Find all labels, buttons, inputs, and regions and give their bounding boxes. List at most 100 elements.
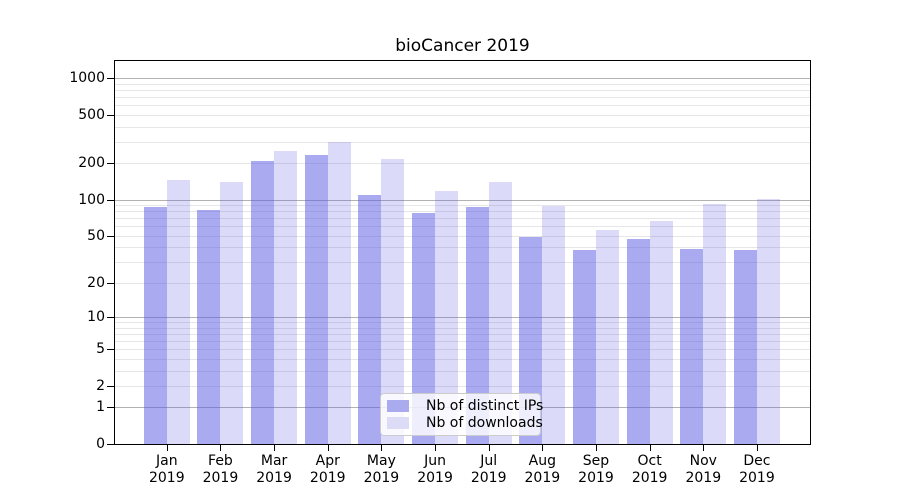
gridline-minor <box>115 235 810 237</box>
gridline-minor <box>115 370 810 372</box>
x-tick-year: 2019 <box>256 470 292 486</box>
x-tick-month: Jul <box>480 453 498 469</box>
y-tick-label: 500 <box>78 106 105 123</box>
plot-area <box>114 60 811 445</box>
x-tick-label: Jun 2019 <box>403 453 467 487</box>
legend-item-downloads: Nb of downloads <box>387 415 543 431</box>
bar-downloads <box>327 141 351 444</box>
y-tick <box>107 199 114 201</box>
x-tick <box>649 445 651 451</box>
gridline-minor <box>115 83 810 85</box>
x-tick <box>596 445 597 451</box>
gridline-minor <box>115 333 810 335</box>
bar-downloads <box>166 180 190 444</box>
y-tick-label: 0 <box>96 436 105 452</box>
x-tick-year: 2019 <box>470 470 507 486</box>
y-tick <box>107 114 114 116</box>
x-tick-year: 2019 <box>148 470 185 486</box>
x-tick-month: Sep <box>582 453 610 469</box>
x-tick-year: 2019 <box>685 470 722 486</box>
gridline-minor <box>115 327 810 329</box>
bar-downloads <box>703 204 727 444</box>
x-tick <box>756 445 758 451</box>
x-tick <box>435 445 437 451</box>
y-tick <box>107 282 114 284</box>
bar-downloads <box>756 199 780 444</box>
bar-downloads <box>649 220 673 444</box>
bar-distinct-ips <box>519 236 543 444</box>
y-tick <box>107 349 114 351</box>
gridline-minor <box>115 282 810 284</box>
gridline-minor <box>115 340 810 342</box>
gridline-major <box>115 199 810 201</box>
x-tick-label: Nov 2019 <box>671 453 735 487</box>
y-tick-label: 1000 <box>69 70 105 87</box>
x-tick-month: May <box>366 453 396 469</box>
x-tick-year: 2019 <box>631 470 668 486</box>
gridline-minor <box>115 89 810 91</box>
bar-downloads <box>435 190 459 444</box>
x-tick-label: Apr 2019 <box>296 453 360 487</box>
x-tick-label: Sep 2019 <box>564 453 628 487</box>
bar-downloads <box>274 150 298 444</box>
gridline-minor <box>115 114 810 116</box>
legend: Nb of distinct IPs Nb of downloads <box>380 393 543 436</box>
legend-label-distinct-ips: Nb of distinct IPs <box>426 397 544 414</box>
x-tick-year: 2019 <box>578 470 614 486</box>
x-tick-year: 2019 <box>363 470 400 486</box>
x-tick <box>220 445 222 451</box>
bar-distinct-ips <box>573 249 596 444</box>
bar-downloads <box>542 205 566 444</box>
gridline-major <box>115 78 810 80</box>
gridline-minor <box>115 211 810 213</box>
gridline-minor <box>115 322 810 324</box>
y-tick-label: 200 <box>78 155 105 172</box>
bar-distinct-ips <box>626 238 650 444</box>
bar-distinct-ips <box>251 160 275 444</box>
x-tick-label: Mar 2019 <box>242 453 306 487</box>
gridline-minor <box>115 349 810 351</box>
x-tick-label: Jan 2019 <box>135 453 199 487</box>
x-tick-year: 2019 <box>417 470 453 486</box>
bar-distinct-ips <box>680 248 704 444</box>
y-tick <box>107 444 114 445</box>
bar-distinct-ips <box>733 249 757 444</box>
bar-distinct-ips <box>197 209 221 444</box>
y-tick-label: 20 <box>87 274 105 291</box>
legend-item-distinct-ips: Nb of distinct IPs <box>387 398 543 414</box>
x-tick <box>274 445 276 451</box>
y-tick-label: 10 <box>87 308 105 325</box>
gridline-major <box>115 316 810 318</box>
y-tick <box>107 407 114 409</box>
x-tick <box>488 445 490 451</box>
gridline-minor <box>115 385 810 387</box>
bar-distinct-ips <box>143 206 167 444</box>
x-tick <box>166 445 168 451</box>
x-tick-year: 2019 <box>202 470 239 486</box>
y-tick-label: 5 <box>96 341 105 358</box>
x-tick-month: Dec <box>743 453 771 469</box>
x-tick-label: Dec 2019 <box>725 453 789 487</box>
y-tick <box>107 163 114 165</box>
x-tick-label: Aug 2019 <box>510 453 574 487</box>
y-tick-label: 1 <box>96 399 105 416</box>
bar-downloads <box>596 229 619 444</box>
gridline-minor <box>115 163 810 165</box>
x-tick-month: Jun <box>424 453 446 469</box>
gridline-minor <box>115 218 810 220</box>
x-tick-year: 2019 <box>524 470 561 486</box>
bar-distinct-ips <box>412 212 436 444</box>
gridline-minor <box>115 141 810 143</box>
bar-distinct-ips <box>358 194 382 444</box>
x-tick <box>703 445 705 451</box>
x-tick-year: 2019 <box>309 470 346 486</box>
x-tick <box>542 445 544 451</box>
x-tick-month: Nov <box>689 453 717 469</box>
x-tick-month: Aug <box>528 453 557 469</box>
x-tick-month: Feb <box>208 453 233 469</box>
x-tick <box>381 445 383 451</box>
y-tick-label: 100 <box>78 191 105 208</box>
y-tick-label: 2 <box>96 377 105 394</box>
y-tick <box>107 78 114 80</box>
legend-swatch-downloads <box>387 417 409 430</box>
